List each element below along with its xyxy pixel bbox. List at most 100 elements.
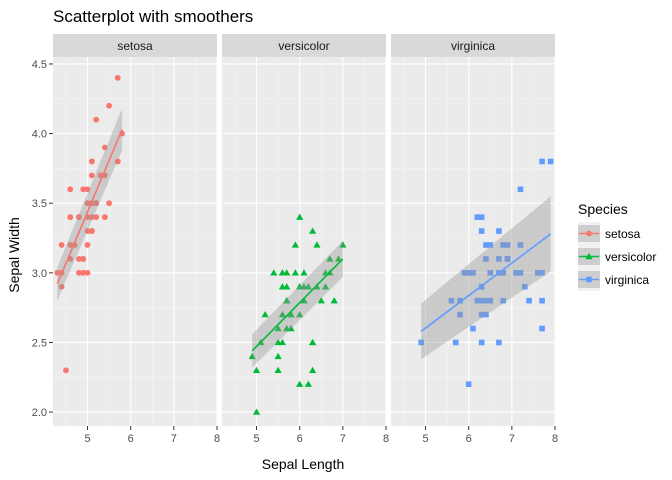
x-tick-label: 6 [128,433,134,445]
data-point-legend-virginica [586,276,592,283]
data-point-7 [470,325,476,332]
data-point-4 [63,367,69,374]
data-point-27 [93,214,100,221]
y-tick-label: 4.0 [32,129,47,141]
data-point-48 [114,158,121,165]
data-point-16 [478,214,485,220]
data-point-40 [80,256,87,262]
panel-background [391,57,555,426]
data-point-49 [504,256,511,262]
data-point-5 [465,381,472,388]
data-point-16 [283,283,291,290]
data-point-3 [457,311,463,318]
data-point-29 [93,116,100,123]
data-point-36 [317,297,325,304]
data-point-18 [287,324,295,332]
data-point-29 [304,380,312,387]
data-point-22 [296,380,304,387]
data-point-21 [84,186,91,193]
data-point-6 [67,242,74,248]
smoother-line-versicolor [251,258,344,352]
data-point-33 [101,144,108,151]
data-point-27 [500,270,507,276]
x-tick-label: 5 [422,433,428,445]
legend-label-virginica: virginica [605,273,649,287]
x-tick-label: 8 [552,433,558,445]
legend-key-virginica [578,268,600,291]
data-point-28 [300,269,308,276]
data-point-9 [274,324,282,332]
data-point-0 [418,339,425,346]
data-point-15 [80,186,87,193]
data-point-23 [496,339,502,346]
data-point-37 [321,283,330,290]
data-point-43 [339,241,347,248]
data-point-35 [521,283,528,290]
data-point-49 [88,228,95,234]
legend-label-setosa: setosa [605,227,641,241]
facet-panels: setosa versicolor virginica [53,34,556,426]
data-point-15 [478,228,485,234]
smoother-line-virginica [420,233,552,332]
data-point-25 [296,213,304,220]
y-tick-label: 2.5 [32,337,47,349]
data-point-46 [474,297,481,304]
data-point-16 [84,269,91,276]
data-point-19 [483,256,489,262]
smoother-band-virginica [421,196,551,360]
panel-versicolor: versicolor [222,34,387,426]
data-point-36 [526,297,532,304]
panel-virginica: virginica [391,34,556,426]
data-point-0 [248,352,256,360]
data-point-2 [252,366,261,374]
strip-versicolor [222,34,386,57]
data-point-49 [309,338,317,346]
legend: Species setosa versicolor virginica [578,201,656,291]
data-point-legend-setosa [586,230,592,237]
data-point-7 [274,352,282,360]
data-point-8 [470,270,476,276]
data-point-23 [296,311,304,318]
x-tick-label: 7 [171,433,177,445]
data-point-20 [291,269,299,276]
data-point-11 [278,311,287,318]
grid-lines [53,57,218,426]
data-point-47 [278,269,287,276]
data-point-33 [309,227,317,234]
data-point-35 [313,241,321,248]
grid-lines [222,57,387,426]
data-point-39 [539,297,545,304]
smoother-line-setosa [56,129,123,285]
y-tick-label: 4.5 [32,59,47,71]
chart-title: Scatterplot with smoothers [53,7,253,26]
legend-key-versicolor [578,245,600,268]
data-point-45 [101,214,108,221]
data-point-41 [93,200,100,207]
data-point-legend-versicolor [585,252,593,260]
data-point-25 [88,172,95,179]
data-point-3 [58,242,65,248]
data-point-37 [534,270,541,276]
data-point-4 [457,297,463,304]
data-point-21 [291,241,299,248]
data-point-32 [517,270,524,276]
data-point-35 [106,102,113,109]
data-point-5 [270,269,278,276]
strip-label-virginica: virginica [451,39,495,53]
data-point-42 [334,255,343,262]
x-axis-title: Sepal Length [262,456,345,472]
data-point-41 [539,158,545,165]
data-point-22 [487,242,494,248]
x-tick-label: 8 [214,433,220,445]
data-point-10 [75,269,82,276]
strip-virginica [391,34,555,57]
data-point-20 [483,242,489,248]
strip-label-setosa: setosa [117,39,153,53]
data-point-21 [487,270,494,276]
data-point-6 [274,366,282,374]
data-point-46 [67,214,74,221]
data-point-1 [58,283,65,290]
data-point-37 [114,74,121,81]
x-axis-ticks: 5 6 7 8 5 6 7 8 5 6 7 8 [84,426,558,445]
data-point-8 [67,186,74,193]
